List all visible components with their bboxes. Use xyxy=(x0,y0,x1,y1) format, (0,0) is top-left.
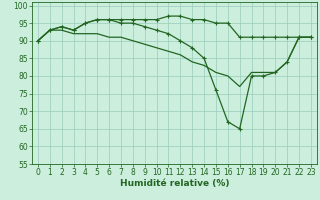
X-axis label: Humidité relative (%): Humidité relative (%) xyxy=(120,179,229,188)
